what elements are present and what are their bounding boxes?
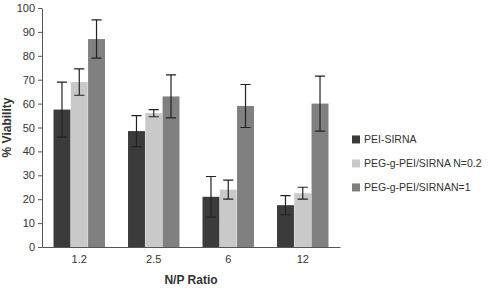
tick: 0 (29, 241, 42, 253)
tick: 6 (225, 253, 231, 265)
chart: 0 10 20 30 40 50 60 70 80 90 100 1.2 2.5 6 12 N/P Ratio… (0, 0, 500, 292)
bar (88, 39, 105, 247)
error-bar (149, 110, 159, 117)
tick-label: 60 (23, 98, 35, 110)
tick-mark (38, 128, 42, 129)
legend-label: PEI-SIRNA (364, 133, 417, 145)
tick: 1.2 (72, 253, 87, 265)
tick-mark (38, 80, 42, 81)
tick-label: 80 (23, 50, 35, 62)
tick-label: 0 (29, 241, 35, 253)
legend-swatch (352, 135, 360, 143)
tick-label: 12 (297, 253, 309, 265)
legend-item: PEI-SIRNA (352, 133, 417, 145)
tick-mark (38, 151, 42, 152)
error-bar (298, 187, 308, 199)
tick-label: 2.5 (146, 253, 161, 265)
axis-line (43, 247, 341, 248)
x-axis: 1.2 2.5 6 12 (43, 248, 341, 265)
bar (71, 82, 88, 247)
series (88, 20, 328, 247)
tick: 50 (23, 122, 42, 134)
bar (145, 113, 162, 247)
error-bar (131, 116, 141, 147)
tick-label: 30 (23, 169, 35, 181)
x-axis-title: N/P Ratio (164, 273, 217, 287)
tick-mark (38, 175, 42, 176)
tick-label: 90 (23, 26, 35, 38)
tick-label: 10 (23, 217, 35, 229)
tick-mark (38, 104, 42, 105)
bar (294, 193, 311, 247)
tick: 10 (23, 217, 42, 229)
tick-label: 40 (23, 145, 35, 157)
tick-mark (38, 8, 42, 9)
error-bar (206, 176, 216, 217)
legend-label: PEG-g-PEI/SIRNAN=1 (364, 181, 471, 193)
legend-swatch (352, 159, 360, 167)
tick: 60 (23, 98, 42, 110)
error-bar (223, 180, 233, 199)
tick-mark (38, 32, 42, 33)
y-axis-title: % Viability (0, 97, 14, 157)
legend-item: PEG-g-PEI/SIRNA N=0.2 (352, 157, 482, 169)
axis-line (42, 9, 43, 248)
error-bar (57, 82, 67, 137)
legend: PEI-SIRNA PEG-g-PEI/SIRNA N=0.2 PEG-g-PEI/… (352, 133, 482, 193)
tick-label: 6 (225, 253, 231, 265)
error-bar (240, 84, 250, 127)
error-bar (166, 75, 176, 118)
error-bar (91, 20, 101, 58)
tick: 100 (17, 2, 42, 14)
y-axis: 0 10 20 30 40 50 60 70 80 90 100 (17, 2, 43, 253)
tick-label: 1.2 (72, 253, 87, 265)
tick: 40 (23, 145, 42, 157)
tick: 2.5 (146, 253, 161, 265)
tick-label: 50 (23, 122, 35, 134)
error-bar (74, 69, 84, 95)
legend-label: PEG-g-PEI/SIRNA N=0.2 (364, 157, 482, 169)
legend-item: PEG-g-PEI/SIRNAN=1 (352, 181, 471, 193)
tick-mark (38, 199, 42, 200)
bar (163, 96, 180, 247)
legend-swatch (352, 183, 360, 191)
error-bar (280, 196, 290, 215)
bar (128, 131, 145, 247)
tick-mark (38, 56, 42, 57)
plot: 0 10 20 30 40 50 60 70 80 90 100 1.2 2.5 6 12 (17, 2, 341, 265)
tick: 70 (23, 74, 42, 86)
tick-label: 100 (17, 2, 35, 14)
tick: 80 (23, 50, 42, 62)
tick-label: 70 (23, 74, 35, 86)
tick-mark (38, 223, 42, 224)
tick: 90 (23, 26, 42, 38)
tick-label: 20 (23, 193, 35, 205)
tick: 20 (23, 193, 42, 205)
tick-mark (38, 247, 42, 248)
series (71, 69, 311, 247)
marks (54, 20, 329, 247)
tick: 30 (23, 169, 42, 181)
error-bar (315, 76, 325, 131)
tick: 12 (297, 253, 309, 265)
